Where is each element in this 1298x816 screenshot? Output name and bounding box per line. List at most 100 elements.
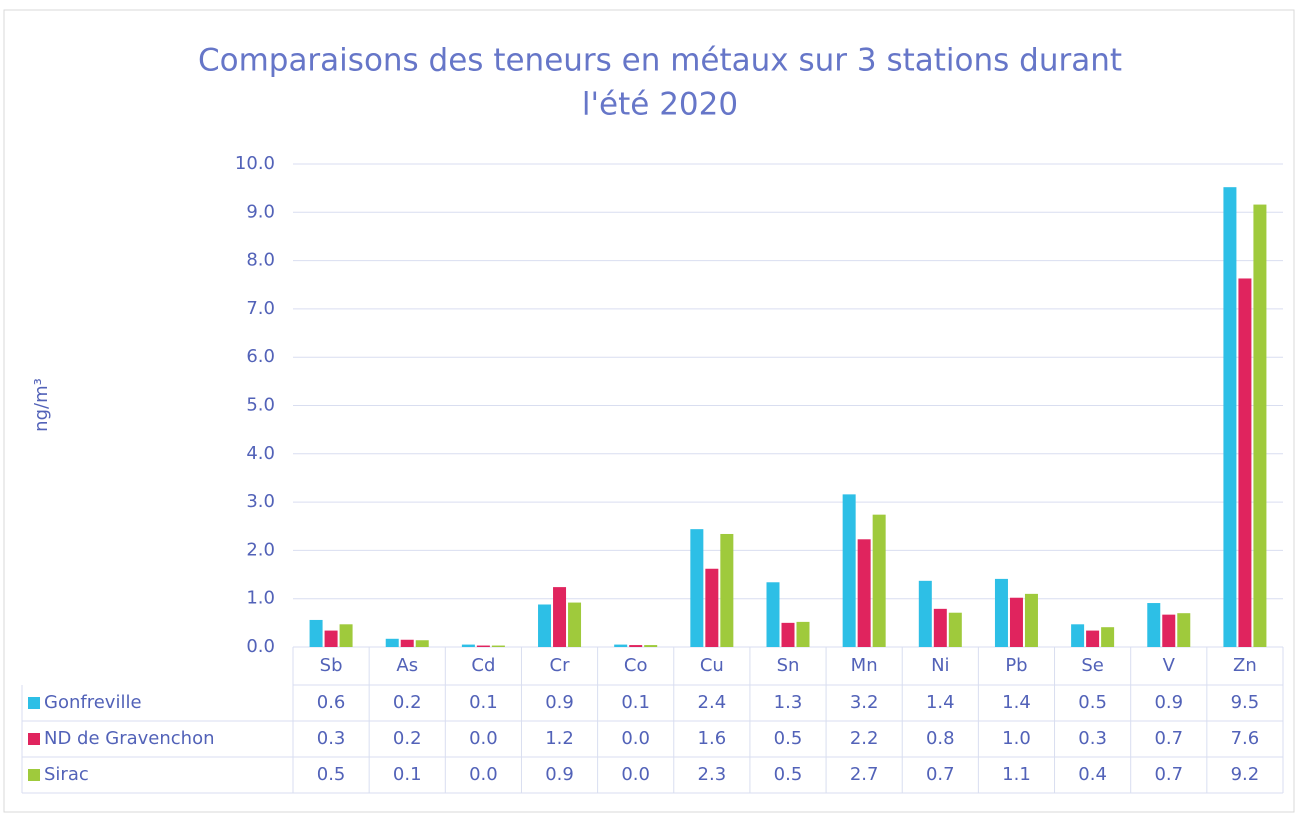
table-value: 0.0 bbox=[469, 764, 498, 785]
table-value: 0.9 bbox=[545, 692, 574, 713]
y-tick-label: 10.0 bbox=[235, 153, 275, 174]
table-value: 0.5 bbox=[774, 764, 803, 785]
bar bbox=[491, 645, 505, 647]
bar bbox=[994, 578, 1008, 647]
chart-border bbox=[3, 9, 1295, 813]
bar bbox=[553, 587, 567, 647]
table-value: 0.3 bbox=[1078, 728, 1107, 749]
table-value: 0.0 bbox=[469, 728, 498, 749]
table-value: 0.3 bbox=[317, 728, 346, 749]
bar bbox=[872, 514, 886, 647]
bar bbox=[1086, 630, 1100, 647]
bar bbox=[324, 630, 338, 647]
y-tick-label: 7.0 bbox=[246, 298, 275, 319]
x-tick-label: Sb bbox=[320, 655, 343, 676]
table-value: 0.7 bbox=[926, 764, 955, 785]
bar bbox=[766, 582, 780, 647]
table-value: 2.2 bbox=[850, 728, 879, 749]
legend-label: Gonfreville bbox=[44, 692, 142, 713]
table-value: 7.6 bbox=[1231, 728, 1260, 749]
table-value: 0.8 bbox=[926, 728, 955, 749]
bar bbox=[415, 640, 429, 647]
table-value: 0.6 bbox=[317, 692, 346, 713]
table-value: 0.5 bbox=[317, 764, 346, 785]
table-value: 0.0 bbox=[621, 728, 650, 749]
bar bbox=[309, 619, 323, 647]
table-value: 1.6 bbox=[698, 728, 727, 749]
bar bbox=[339, 624, 353, 647]
x-tick-label: Cr bbox=[550, 655, 571, 676]
y-tick-label: 6.0 bbox=[246, 346, 275, 367]
bar bbox=[796, 621, 810, 647]
legend-swatch bbox=[28, 769, 40, 781]
table-value: 2.3 bbox=[698, 764, 727, 785]
y-tick-label: 2.0 bbox=[246, 539, 275, 560]
table-value: 1.1 bbox=[1002, 764, 1031, 785]
bar bbox=[568, 602, 582, 647]
bar bbox=[705, 568, 719, 647]
x-tick-label: Cu bbox=[700, 655, 724, 676]
table-value: 0.9 bbox=[545, 764, 574, 785]
legend-label: Sirac bbox=[44, 764, 89, 785]
x-tick-label: Pb bbox=[1005, 655, 1027, 676]
bar bbox=[538, 604, 552, 647]
x-tick-label: Ni bbox=[931, 655, 949, 676]
table-value: 0.4 bbox=[1078, 764, 1107, 785]
bar bbox=[933, 608, 947, 647]
x-tick-label: As bbox=[396, 655, 418, 676]
bar bbox=[720, 533, 734, 647]
table-value: 2.7 bbox=[850, 764, 879, 785]
bar bbox=[644, 645, 658, 647]
table-value: 9.2 bbox=[1231, 764, 1260, 785]
x-tick-label: Zn bbox=[1233, 655, 1257, 676]
bar bbox=[385, 638, 399, 647]
table-value: 0.5 bbox=[774, 728, 803, 749]
x-tick-label: Co bbox=[624, 655, 648, 676]
bar bbox=[461, 644, 475, 647]
table-value: 1.3 bbox=[774, 692, 803, 713]
y-tick-label: 0.0 bbox=[246, 636, 275, 657]
x-tick-label: Mn bbox=[851, 655, 878, 676]
table-value: 0.7 bbox=[1154, 728, 1183, 749]
bar bbox=[842, 494, 856, 647]
y-axis-label: ng/m³ bbox=[31, 378, 52, 432]
bar bbox=[857, 539, 871, 647]
table-value: 3.2 bbox=[850, 692, 879, 713]
table-value: 1.0 bbox=[1002, 728, 1031, 749]
bar bbox=[1101, 627, 1115, 647]
table-value: 0.0 bbox=[621, 764, 650, 785]
table-value: 9.5 bbox=[1231, 692, 1260, 713]
bar bbox=[1024, 593, 1038, 647]
y-tick-label: 4.0 bbox=[246, 443, 275, 464]
bar bbox=[1223, 187, 1237, 647]
table-value: 0.9 bbox=[1154, 692, 1183, 713]
table-value: 0.1 bbox=[393, 764, 422, 785]
y-tick-label: 5.0 bbox=[246, 395, 275, 416]
y-tick-label: 8.0 bbox=[246, 250, 275, 271]
bar bbox=[918, 580, 932, 647]
table-value: 0.7 bbox=[1154, 764, 1183, 785]
y-tick-label: 1.0 bbox=[246, 588, 275, 609]
legend-swatch bbox=[28, 697, 40, 709]
table-value: 0.2 bbox=[393, 692, 422, 713]
chart-subtitle: l'été 2020 bbox=[582, 87, 738, 123]
x-tick-label: V bbox=[1163, 655, 1176, 676]
x-tick-label: Se bbox=[1081, 655, 1104, 676]
table-value: 0.1 bbox=[469, 692, 498, 713]
table-value: 0.5 bbox=[1078, 692, 1107, 713]
bar bbox=[1009, 597, 1023, 647]
x-tick-label: Cd bbox=[471, 655, 495, 676]
table-value: 0.2 bbox=[393, 728, 422, 749]
legend-swatch bbox=[28, 733, 40, 745]
bar bbox=[1071, 624, 1085, 647]
bar bbox=[781, 622, 795, 647]
bar bbox=[400, 639, 414, 647]
bar bbox=[1177, 613, 1191, 647]
table-value: 2.4 bbox=[698, 692, 727, 713]
chart-title: Comparaisons des teneurs en métaux sur 3… bbox=[198, 43, 1122, 79]
table-value: 1.4 bbox=[926, 692, 955, 713]
legend-label: ND de Gravenchon bbox=[44, 728, 215, 749]
bar bbox=[476, 645, 490, 647]
bar bbox=[690, 529, 704, 647]
